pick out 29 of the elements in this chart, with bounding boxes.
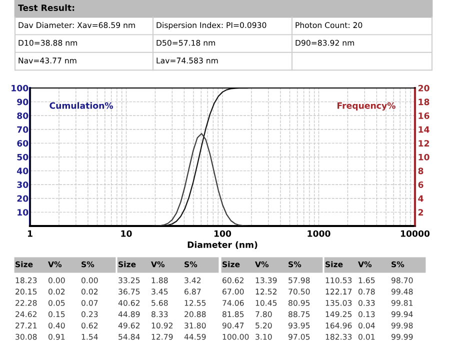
x-tick-label: 1 — [28, 230, 32, 237]
y2-tick-label: 8 — [418, 168, 424, 174]
y-tick-label: 100 — [12, 84, 28, 92]
y-tick-label: 30 — [17, 181, 28, 188]
x-axis-title: Diameter (nm) — [188, 241, 258, 249]
x-tick-label: 1000 — [308, 230, 330, 237]
y2-tick-label: 2 — [418, 209, 424, 216]
y2-tick-label: 6 — [418, 181, 424, 188]
x-tick-label: 10 — [121, 230, 132, 237]
y-tick-label: 80 — [17, 112, 28, 119]
y2-axis-title: Frequency% — [338, 102, 396, 111]
x-tick-label: 100 — [214, 230, 232, 237]
y-axis-title: Cumulation% — [50, 102, 114, 109]
chart-title: Test Result: — [18, 4, 74, 11]
y-tick-label: 40 — [17, 168, 28, 174]
y-tick-label: 20 — [17, 195, 28, 202]
y-tick-label: 70 — [17, 126, 28, 133]
y-tick-label: 10 — [18, 209, 28, 216]
y2-tick-label: 14 — [418, 126, 430, 133]
x-tick-label: 10000 — [400, 230, 430, 237]
y-tick-label: 90 — [17, 98, 28, 106]
y2-tick-label: 20 — [418, 84, 430, 92]
y2-tick-label: 12 — [418, 140, 430, 146]
y-tick-label: 50 — [17, 154, 28, 160]
y2-tick-label: 10 — [418, 154, 430, 160]
y2-tick-label: 16 — [418, 112, 430, 119]
y2-tick-label: 18 — [418, 98, 430, 106]
y2-tick-label: 4 — [418, 195, 424, 202]
y-tick-label: 60 — [17, 140, 28, 147]
